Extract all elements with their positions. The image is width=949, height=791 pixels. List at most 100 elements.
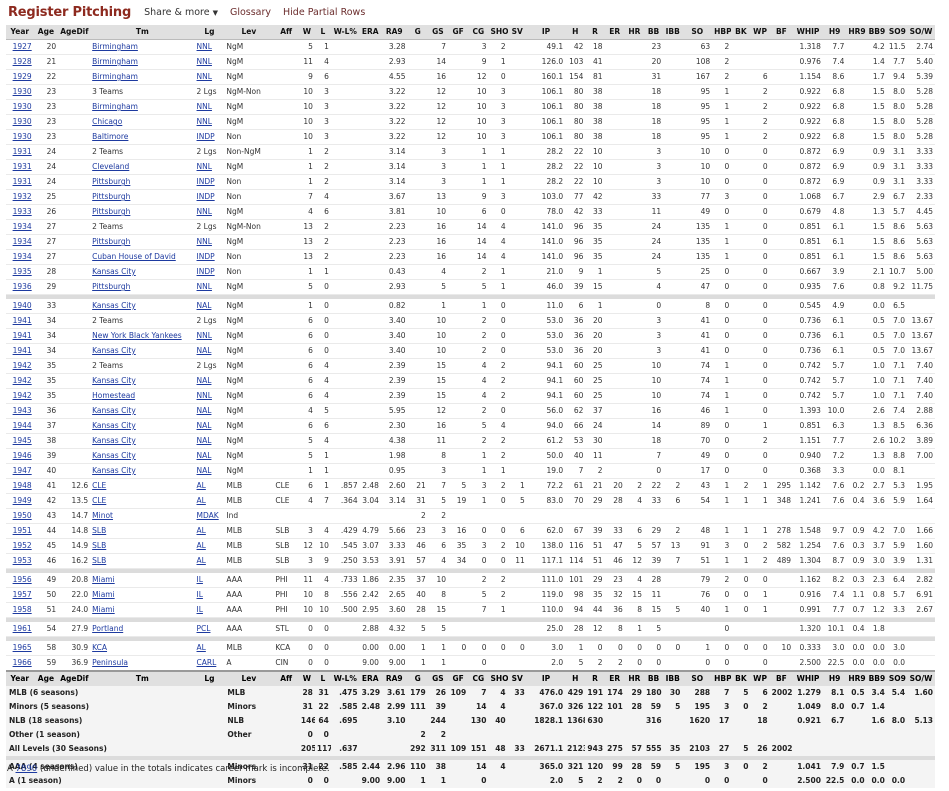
cell-lg[interactable]: NAL	[194, 373, 225, 389]
cell-year[interactable]: 1931	[6, 174, 34, 190]
cell-tm[interactable]: Pittsburgh	[90, 279, 195, 295]
cell-year[interactable]: 1948	[6, 478, 34, 494]
cell-lg[interactable]: NNL	[194, 114, 225, 130]
cell-tm[interactable]: New York Black Yankees	[90, 328, 195, 344]
cell-year[interactable]: 1952	[6, 538, 34, 554]
cell-tm[interactable]: Chicago	[90, 114, 195, 130]
cell-tm[interactable]: CLE	[90, 493, 195, 509]
cell-year[interactable]: 1947	[6, 463, 34, 479]
cell-year[interactable]: 1936	[6, 279, 34, 295]
cell-tm[interactable]: Birmingham	[90, 54, 195, 70]
cell-year[interactable]: 1941	[6, 328, 34, 344]
cell-tm[interactable]: SLB	[90, 523, 195, 539]
col-header-wp[interactable]: WP	[750, 25, 770, 40]
col-header-ra9[interactable]: RA9	[380, 25, 408, 40]
cell-tm[interactable]: CLE	[90, 478, 195, 494]
col-header-gf[interactable]: GF	[448, 25, 469, 40]
cell-year[interactable]: 1966	[6, 655, 34, 672]
cell-year[interactable]: 1941	[6, 313, 34, 329]
cell-year[interactable]: 1927	[6, 39, 34, 55]
col-header-year[interactable]: Year	[6, 25, 34, 40]
cell-year[interactable]: 1951	[6, 523, 34, 539]
col-header-bb9[interactable]: BB9	[866, 25, 887, 40]
col-header-hbp[interactable]: HBP	[712, 25, 732, 40]
cell-tm[interactable]: Miami	[90, 602, 195, 618]
cell-lg[interactable]: AL	[194, 478, 225, 494]
cell-year[interactable]: 1942	[6, 358, 34, 374]
cell-lg[interactable]: AL	[194, 493, 225, 509]
cell-year[interactable]: 1929	[6, 69, 34, 85]
cell-lg[interactable]: INDP	[194, 129, 225, 145]
col-header-ip[interactable]: IP	[526, 25, 566, 40]
cell-tm[interactable]: Kansas City	[90, 343, 195, 359]
col-header-l[interactable]: L	[314, 25, 331, 40]
cell-lg[interactable]: INDP	[194, 249, 225, 265]
cell-lg[interactable]: NNL	[194, 54, 225, 70]
col-header-so[interactable]: SO	[682, 25, 713, 40]
cell-lg[interactable]: INDP	[194, 174, 225, 190]
cell-tm[interactable]: Birmingham	[90, 39, 195, 55]
cell-lg[interactable]: IL	[194, 602, 225, 618]
cell-lg[interactable]: NAL	[194, 299, 225, 314]
cell-year[interactable]: 1949	[6, 493, 34, 509]
glossary-link[interactable]: Glossary	[229, 6, 272, 18]
cell-lg[interactable]: NNL	[194, 159, 225, 175]
cell-year[interactable]: 1934	[6, 249, 34, 265]
cell-year[interactable]: 1934	[6, 219, 34, 235]
cell-tm[interactable]: Kansas City	[90, 403, 195, 419]
col-header-hr[interactable]: HR	[624, 25, 644, 40]
col-header-sho[interactable]: SHO	[488, 25, 508, 40]
cell-tm[interactable]: Cuban House of David	[90, 249, 195, 265]
cell-lg[interactable]: AL	[194, 641, 225, 656]
col-header-hr9[interactable]: HR9	[846, 25, 867, 40]
cell-year[interactable]: 1932	[6, 189, 34, 205]
cell-lg[interactable]: NAL	[194, 418, 225, 434]
col-header-r[interactable]: R	[585, 25, 605, 40]
col-header-sv[interactable]: SV	[507, 25, 527, 40]
col-header-lg[interactable]: Lg	[194, 25, 225, 40]
col-header-w[interactable]: W	[298, 25, 315, 40]
cell-year[interactable]: 1953	[6, 553, 34, 569]
col-header-ibb[interactable]: IBB	[663, 25, 683, 40]
cell-tm[interactable]: Pittsburgh	[90, 234, 195, 250]
cell-tm[interactable]: Homestead	[90, 388, 195, 404]
cell-lg[interactable]: NAL	[194, 463, 225, 479]
cell-year[interactable]: 1930	[6, 114, 34, 130]
cell-year[interactable]: 1965	[6, 641, 34, 656]
cell-tm[interactable]: Peninsula	[90, 655, 195, 672]
cell-tm[interactable]: Kansas City	[90, 373, 195, 389]
col-header-er[interactable]: ER	[604, 25, 625, 40]
cell-tm[interactable]: Baltimore	[90, 129, 195, 145]
col-header-g[interactable]: G	[407, 25, 428, 40]
col-header-aff[interactable]: Aff	[273, 25, 299, 40]
cell-year[interactable]: 1930	[6, 84, 34, 100]
cell-lg[interactable]: NNL	[194, 204, 225, 220]
cell-tm[interactable]: SLB	[90, 553, 195, 569]
cell-tm[interactable]: Pittsburgh	[90, 174, 195, 190]
cell-lg[interactable]: NNL	[194, 279, 225, 295]
cell-tm[interactable]: Kansas City	[90, 264, 195, 280]
cell-year[interactable]: 1931	[6, 144, 34, 160]
col-header-bf[interactable]: BF	[769, 25, 794, 40]
col-header-age[interactable]: Age	[33, 25, 59, 40]
cell-lg[interactable]: NNL	[194, 328, 225, 344]
cell-lg[interactable]: INDP	[194, 264, 225, 280]
col-header-agedif[interactable]: AgeDif	[58, 25, 91, 40]
cell-lg[interactable]: NAL	[194, 433, 225, 449]
cell-year[interactable]: 1958	[6, 602, 34, 618]
cell-tm[interactable]: SLB	[90, 538, 195, 554]
col-header-so-w[interactable]: SO/W	[907, 25, 935, 40]
col-header-tm[interactable]: Tm	[90, 25, 195, 40]
col-header-so9[interactable]: SO9	[886, 25, 908, 40]
cell-tm[interactable]: Pittsburgh	[90, 204, 195, 220]
cell-tm[interactable]: Kansas City	[90, 418, 195, 434]
cell-year[interactable]: 1942	[6, 388, 34, 404]
cell-year[interactable]: 1940	[6, 299, 34, 314]
cell-year[interactable]: 1946	[6, 448, 34, 464]
cell-lg[interactable]: NNL	[194, 388, 225, 404]
cell-year[interactable]: 1931	[6, 159, 34, 175]
cell-lg[interactable]: NAL	[194, 403, 225, 419]
col-header-bb[interactable]: BB	[643, 25, 664, 40]
cell-tm[interactable]: Miami	[90, 587, 195, 603]
cell-year[interactable]: 1943	[6, 403, 34, 419]
